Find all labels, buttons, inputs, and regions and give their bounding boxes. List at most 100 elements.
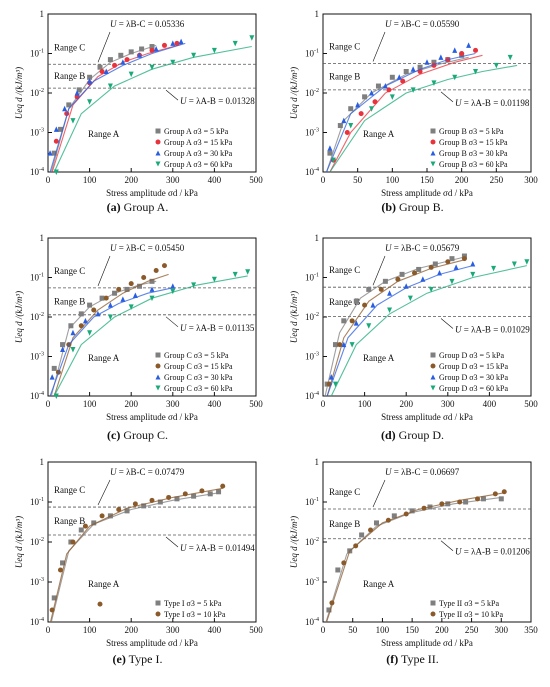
data-point — [344, 130, 350, 135]
range-c-label: Range C — [329, 487, 360, 497]
data-point — [124, 508, 130, 514]
y-tick-label: 10-1 — [30, 497, 44, 507]
data-point — [97, 601, 103, 607]
legend-marker — [430, 611, 436, 617]
x-tick-label: 200 — [124, 399, 138, 409]
data-point — [366, 323, 372, 329]
data-point — [407, 295, 413, 302]
data-point — [507, 54, 513, 61]
legend-label: Group B σ3 = 15 kPa — [439, 138, 508, 147]
data-point — [78, 311, 84, 317]
chart-panel-6: 10-4 10-3 10-2 10-1 1 0 50 100 150 200 250 300 350 St… — [289, 457, 538, 648]
y-tick-label: 10-3 — [30, 352, 44, 362]
data-point — [87, 78, 93, 84]
legend-marker — [155, 363, 161, 369]
legend-label: Group D σ3 = 60 kPa — [439, 384, 508, 393]
y-tick-label: 10-4 — [30, 617, 44, 627]
legend-marker — [155, 352, 161, 358]
x-tick-label: 0 — [46, 399, 51, 409]
x-tick-label: 300 — [495, 625, 509, 635]
data-point — [335, 567, 341, 573]
data-point — [53, 138, 59, 144]
legend-marker — [430, 385, 436, 391]
data-point — [51, 365, 57, 371]
data-point — [60, 346, 66, 353]
data-point — [389, 74, 395, 80]
data-point — [62, 105, 68, 112]
data-point — [387, 290, 393, 296]
caption-text: Type I. — [125, 652, 163, 666]
chart-panel-1: 10-4 10-3 10-2 10-1 1 0 100 200 300 400 500 Stress … — [14, 9, 263, 198]
x-tick-label: 400 — [483, 399, 497, 409]
data-point — [409, 508, 415, 514]
range-c-label: Range C — [54, 485, 85, 495]
panel-caption: (f) Type II. — [275, 652, 550, 667]
data-point — [431, 59, 437, 65]
lambda-bc-arrow — [97, 31, 111, 63]
lambda-ab-label: U = λA-B = 0.01135 — [180, 323, 255, 333]
data-point — [78, 527, 84, 533]
data-point — [149, 64, 155, 71]
data-point — [141, 503, 147, 509]
data-point — [341, 341, 347, 348]
y-tick-label: 10-2 — [30, 312, 44, 322]
fit-curve — [53, 273, 169, 397]
lambda-ab-arrow — [440, 540, 454, 551]
y-tick-label: 10-4 — [30, 167, 44, 177]
y-tick-label: 10-1 — [30, 273, 44, 283]
data-point — [369, 90, 375, 96]
x-tick-label: 150 — [420, 175, 434, 185]
range-a-label: Range A — [363, 129, 395, 139]
fit-curve — [329, 64, 518, 173]
data-point — [470, 260, 476, 267]
x-tick-label: 50 — [353, 175, 363, 185]
data-point — [452, 47, 458, 53]
data-point — [149, 278, 155, 284]
y-tick-exponent: -4 — [314, 167, 319, 173]
lambda-ab-label: U = λA-B = 0.01328 — [180, 96, 255, 106]
data-point — [174, 496, 180, 502]
y-tick-exponent: -3 — [39, 352, 44, 358]
lambda-bc-value: = λB-C = 0.05590 — [392, 19, 460, 29]
data-point — [112, 62, 118, 68]
data-point — [359, 532, 365, 538]
range-b-label: Range B — [329, 519, 360, 529]
x-tick-label: 0 — [321, 175, 326, 185]
y-tick-label: 1 — [315, 233, 320, 243]
fit-curve — [53, 275, 248, 397]
data-point — [161, 263, 167, 269]
range-a-label: Range A — [363, 579, 395, 589]
x-tick-label: 50 — [348, 625, 358, 635]
caption-letter: (e) — [112, 652, 126, 666]
data-point — [182, 491, 188, 497]
x-tick-label: 0 — [321, 625, 326, 635]
data-point — [124, 57, 130, 63]
data-point — [245, 269, 251, 275]
data-point — [372, 99, 378, 105]
y-axis-label: Ueq d /(kJ/m³) — [14, 291, 24, 343]
y-tick-label: 1 — [40, 9, 45, 19]
data-point — [68, 323, 74, 329]
panel-caption: (e) Type I. — [0, 652, 275, 667]
data-point — [327, 150, 333, 156]
y-tick-label: 10-1 — [305, 273, 319, 283]
data-point — [432, 261, 438, 267]
x-tick-label: 300 — [166, 625, 180, 635]
y-tick-exponent: -4 — [39, 391, 44, 397]
data-point — [473, 47, 479, 53]
y-tick-label: 10-2 — [305, 537, 319, 547]
panel-caption: (d) Group D. — [275, 428, 550, 443]
y-axis-label: Ueq d /(kJ/m³) — [14, 516, 24, 568]
data-point — [97, 64, 103, 70]
y-tick-exponent: -2 — [314, 312, 319, 318]
data-point — [232, 40, 238, 47]
data-point — [353, 320, 359, 326]
data-point — [82, 523, 88, 529]
fit-curve — [49, 487, 223, 623]
data-point — [116, 286, 122, 292]
x-axis-label: Stress amplitude σd / kPa — [106, 188, 198, 198]
panel-caption: (a) Group A. — [0, 200, 275, 215]
range-b-label: Range B — [54, 296, 85, 306]
data-point — [107, 57, 113, 63]
y-axis-label: Ueq d /(kJ/m³) — [289, 67, 299, 119]
